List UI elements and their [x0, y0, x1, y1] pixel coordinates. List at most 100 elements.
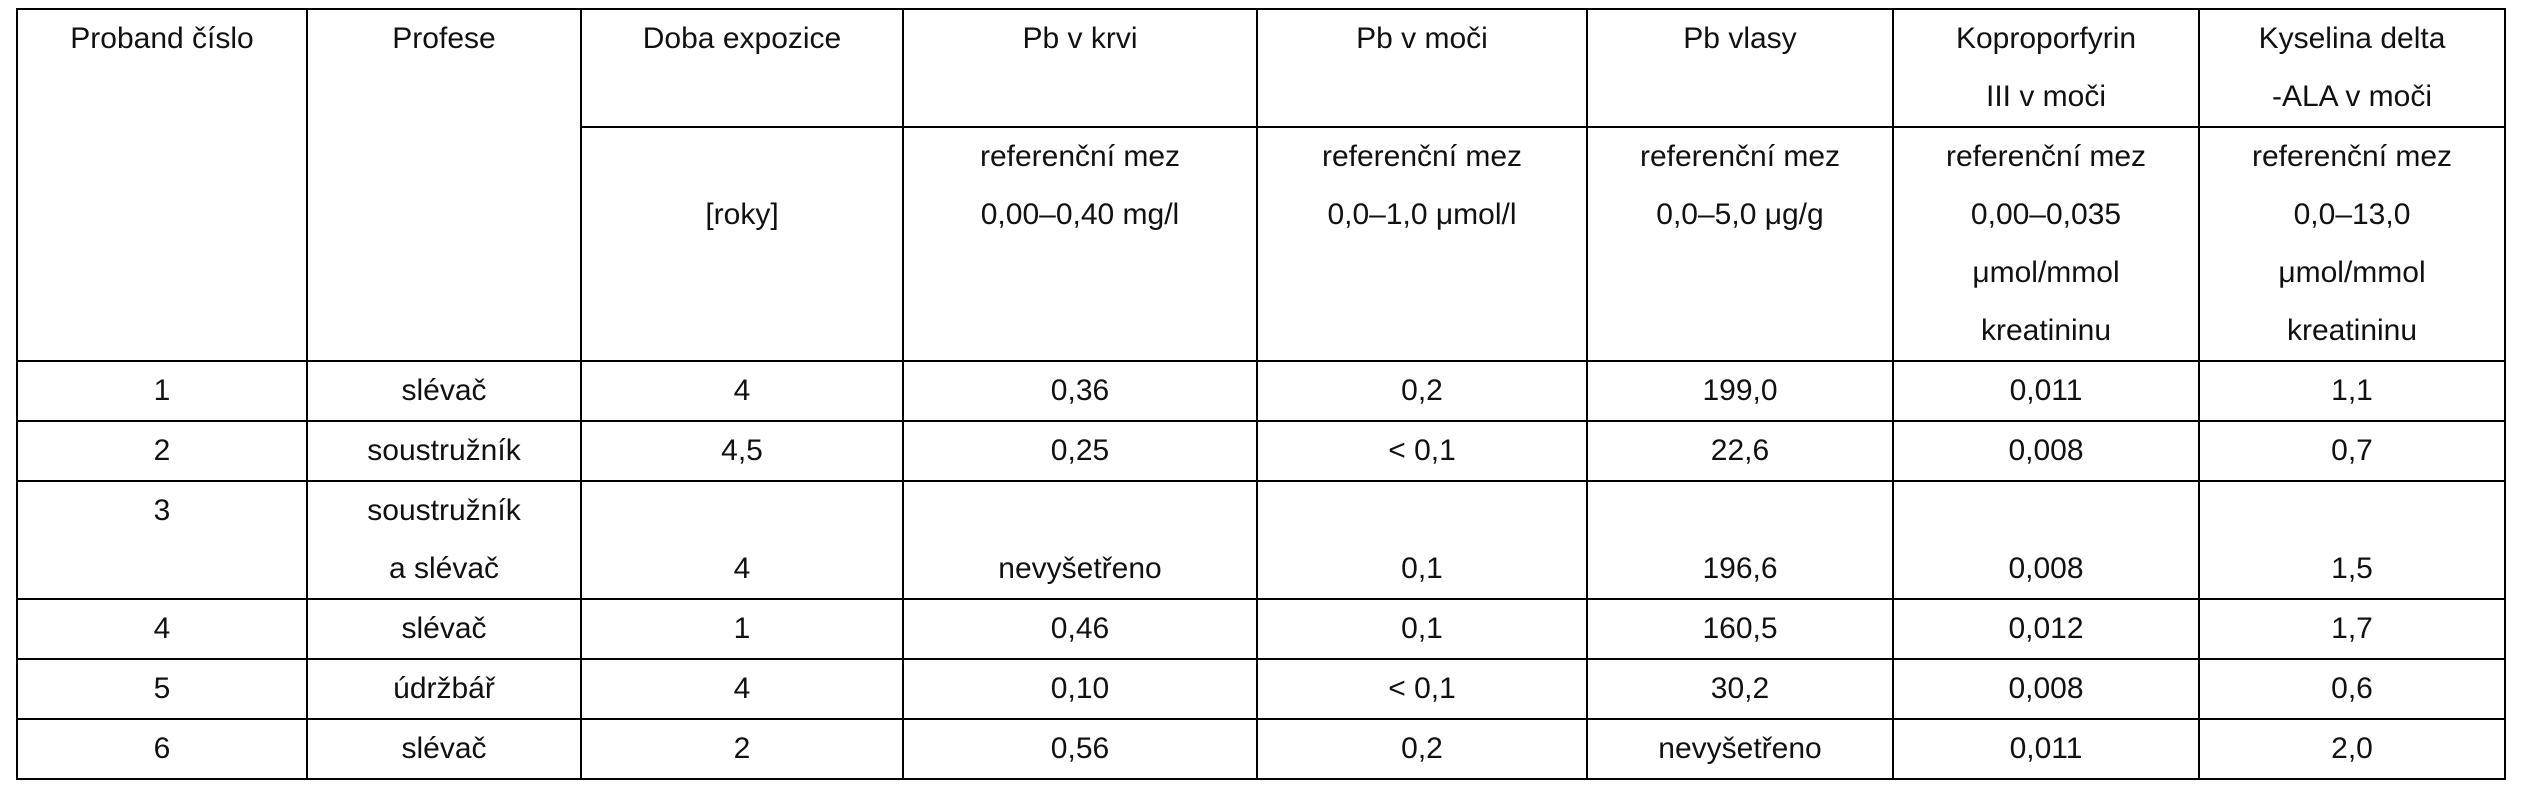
cell-text: 1,5 [2331, 552, 2373, 585]
cell-text: 0,10 [1050, 672, 1110, 705]
table-cell: 0,56 [902, 718, 1258, 780]
table-cell: 3 [16, 480, 308, 600]
cell-text: údržbář [393, 672, 495, 705]
table-cell: 0,10 [902, 658, 1258, 720]
table-cell: 1 [580, 598, 904, 660]
data-row: 2 soustružník 4,5 0,25 < 0,1 22,6 0,008 0,7 [16, 420, 2506, 482]
cell-text: slévač [401, 612, 487, 645]
cell-text: 4 [153, 612, 171, 645]
table-cell: Pb v moči [1256, 8, 1588, 128]
table-cell: [roky] [580, 126, 904, 362]
cell-text: 6 [153, 732, 171, 765]
cell-text: -ALA v moči [2271, 80, 2433, 113]
table-cell: 0,2 [1256, 718, 1588, 780]
cell-text: slévač [401, 374, 487, 407]
cell-text: 0,7 [2331, 434, 2373, 467]
table-cell: 0,25 [902, 420, 1258, 482]
cell-text: 0,36 [1050, 374, 1110, 407]
table-cell: 6 [16, 718, 308, 780]
cell-text: III v moči [1985, 80, 2106, 113]
cell-text: referenční mez [1945, 140, 2147, 173]
table-cell: slévač [306, 360, 582, 422]
cell-text: Doba expozice [642, 22, 842, 55]
table-cell: 2 [16, 420, 308, 482]
cell-text: 0,00–0,035 [1970, 198, 2122, 231]
cell-text: < 0,1 [1388, 672, 1456, 705]
table-cell: 1,7 [2198, 598, 2506, 660]
table-cell: Pb v krvi [902, 8, 1258, 128]
cell-text: 5 [153, 672, 171, 705]
table-cell: referenční mez 0,0–13,0 μmol/mmol kreatinin… [2198, 126, 2506, 362]
table-cell: 4 [580, 480, 904, 600]
table-cell: referenční mez 0,00–0,035 μmol/mmol kreatin… [1892, 126, 2200, 362]
data-table: Proband číslo Profese Doba expozice Pb v kr… [16, 8, 2506, 780]
table-cell: Kyselina delta -ALA v moči [2198, 8, 2506, 128]
cell-text: 0,46 [1050, 612, 1110, 645]
cell-text: 0,011 [2009, 732, 2083, 765]
cell-text: 0,0–5,0 μg/g [1656, 198, 1824, 231]
cell-text: 160,5 [1702, 612, 1778, 645]
cell-text: < 0,1 [1388, 434, 1456, 467]
table-cell: 30,2 [1586, 658, 1894, 720]
cell-text: 0,0–1,0 μmol/l [1327, 198, 1517, 231]
cell-text: nevyšetřeno [1658, 732, 1822, 765]
table-cell: 0,008 [1892, 658, 2200, 720]
table-cell: 0,008 [1892, 480, 2200, 600]
cell-text: 2 [153, 434, 171, 467]
table-cell: 199,0 [1586, 360, 1894, 422]
cell-text: soustružník [367, 434, 521, 467]
cell-text: kreatininu [2286, 314, 2418, 347]
cell-text: referenční mez [1639, 140, 1841, 173]
cell-text: soustružník [367, 494, 521, 527]
cell-text: 0,012 [2008, 612, 2084, 645]
units-row: [roky] referenční mez 0,00–0,40 mg/l refere… [17, 126, 2506, 362]
table-cell: 4,5 [580, 420, 904, 482]
cell-text: μmol/mmol [1972, 256, 2120, 289]
cell-text: 1,7 [2331, 612, 2373, 645]
cell-text: 1 [733, 612, 751, 645]
cell-text: 30,2 [1710, 672, 1770, 705]
table-cell: Proband číslo [16, 8, 308, 362]
table-cell: referenční mez 0,0–1,0 μmol/l [1256, 126, 1588, 362]
table-cell: nevyšetřeno [902, 480, 1258, 600]
table-cell: 196,6 [1586, 480, 1894, 600]
cell-text: 22,6 [1710, 434, 1770, 467]
table-cell: 2,0 [2198, 718, 2506, 780]
table-cell: soustružník [306, 420, 582, 482]
table-cell: nevyšetřeno [1586, 718, 1894, 780]
table-cell: 0,36 [902, 360, 1258, 422]
cell-text: 199,0 [1702, 374, 1778, 407]
table-cell: < 0,1 [1256, 420, 1588, 482]
table-cell: 160,5 [1586, 598, 1894, 660]
cell-text: 0,56 [1050, 732, 1110, 765]
cell-text: 4,5 [721, 434, 763, 467]
cell-text: a slévač [388, 552, 500, 585]
cell-text: Koproporfyrin [1955, 22, 2137, 55]
cell-text: 1,1 [2331, 374, 2373, 407]
data-row: 5 údržbář 4 0,10 < 0,1 30,2 0,008 0,6 [16, 658, 2506, 720]
table-cell: údržbář [306, 658, 582, 720]
cell-text: 0,0–13,0 [2293, 198, 2411, 231]
cell-text: Proband číslo [70, 22, 254, 55]
cell-text: 0,1 [1401, 612, 1443, 645]
cell-text: 0,008 [2008, 672, 2084, 705]
cell-text: Pb v krvi [1022, 22, 1138, 55]
cell-text: nevyšetřeno [998, 552, 1162, 585]
data-row: 4 slévač 1 0,46 0,1 160,5 0,012 1,7 [16, 598, 2506, 660]
cell-text: referenční mez [1321, 140, 1523, 173]
cell-text: 0,00–0,40 mg/l [980, 198, 1180, 231]
table-cell: 0,2 [1256, 360, 1588, 422]
cell-text: 4 [733, 672, 751, 705]
table-cell: 22,6 [1586, 420, 1894, 482]
cell-text: 4 [733, 552, 751, 585]
cell-text: 0,008 [2008, 552, 2084, 585]
table-cell: 2 [580, 718, 904, 780]
cell-text: Profese [392, 22, 496, 55]
cell-text: [roky] [705, 198, 779, 231]
cell-text: 0,6 [2331, 672, 2373, 705]
table-cell: 0,1 [1256, 598, 1588, 660]
cell-text: 196,6 [1702, 552, 1778, 585]
table-cell: slévač [306, 598, 582, 660]
table-cell: 0,011 [1892, 360, 2200, 422]
